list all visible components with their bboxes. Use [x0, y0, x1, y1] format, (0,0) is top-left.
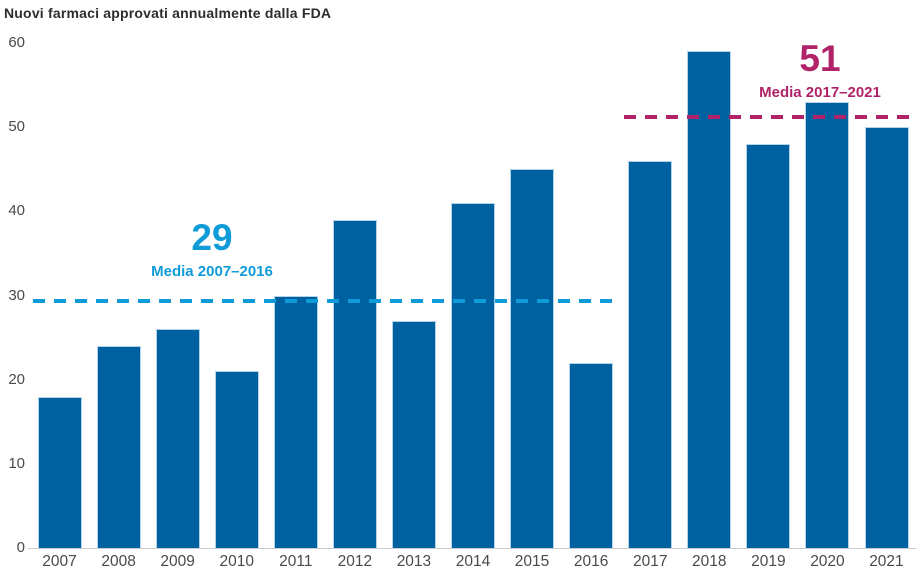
average-2017-2021-value: 51: [799, 38, 841, 79]
bar-2020: [805, 101, 850, 548]
y-tick-10: 10: [8, 454, 25, 472]
x-tick-2014: 2014: [455, 553, 491, 570]
average-2017-2021-label: Media 2017–2021: [759, 84, 881, 101]
bar-2018: [687, 51, 732, 548]
y-tick-60: 60: [8, 34, 25, 51]
bar-2014: [451, 202, 495, 548]
y-tick-20: 20: [8, 370, 25, 388]
bar-2007: [37, 396, 82, 548]
x-tick-2015: 2015: [514, 553, 550, 570]
plot-area: [30, 43, 916, 548]
x-tick-2018: 2018: [691, 553, 727, 570]
chart-title: Nuovi farmaci approvati annualmente dall…: [4, 5, 332, 21]
x-tick-2009: 2009: [160, 553, 195, 570]
x-axis: 2007 2008 2009 2010 2011 2012 2013 2014 2015 2016…: [30, 553, 916, 573]
bar-2008: [96, 346, 141, 548]
bar-2012: [332, 219, 377, 548]
bar-2016: [569, 362, 614, 548]
y-tick-30: 30: [8, 286, 25, 304]
average-line-29: [33, 299, 618, 304]
y-tick-50: 50: [8, 118, 25, 136]
bar-2013: [391, 320, 436, 548]
average-2017-2021-annotation: 51 Media 2017–2021: [736, 40, 904, 101]
bar-2017: [628, 160, 673, 548]
x-tick-2020: 2020: [810, 553, 845, 570]
average-2007-2016-value: 29: [191, 217, 233, 258]
y-axis: 0 10 20 30 40 50 60: [0, 34, 27, 556]
average-2007-2016-label: Media 2007–2016: [151, 263, 273, 280]
y-tick-40: 40: [8, 202, 25, 220]
bar-2021: [864, 127, 909, 548]
bar-2011: [273, 295, 318, 548]
average-line-51: [623, 115, 913, 120]
x-tick-2021: 2021: [869, 553, 904, 570]
x-tick-2013: 2013: [396, 553, 432, 570]
y-tick-0: 0: [16, 539, 25, 556]
x-axis-baseline: [28, 548, 916, 549]
bar-2015: [510, 169, 555, 548]
average-2007-2016-annotation: 29 Media 2007–2016: [128, 219, 296, 280]
x-tick-2019: 2019: [751, 553, 786, 570]
x-tick-2012: 2012: [337, 553, 373, 570]
bar-2010: [214, 371, 259, 548]
bar-2019: [746, 144, 791, 548]
x-tick-2007: 2007: [42, 553, 77, 570]
x-tick-2010: 2010: [219, 553, 254, 570]
x-tick-2008: 2008: [101, 553, 136, 570]
x-tick-2011: 2011: [279, 553, 313, 570]
bar-2009: [155, 329, 200, 548]
x-tick-2016: 2016: [573, 553, 609, 570]
x-tick-2017: 2017: [632, 553, 668, 570]
